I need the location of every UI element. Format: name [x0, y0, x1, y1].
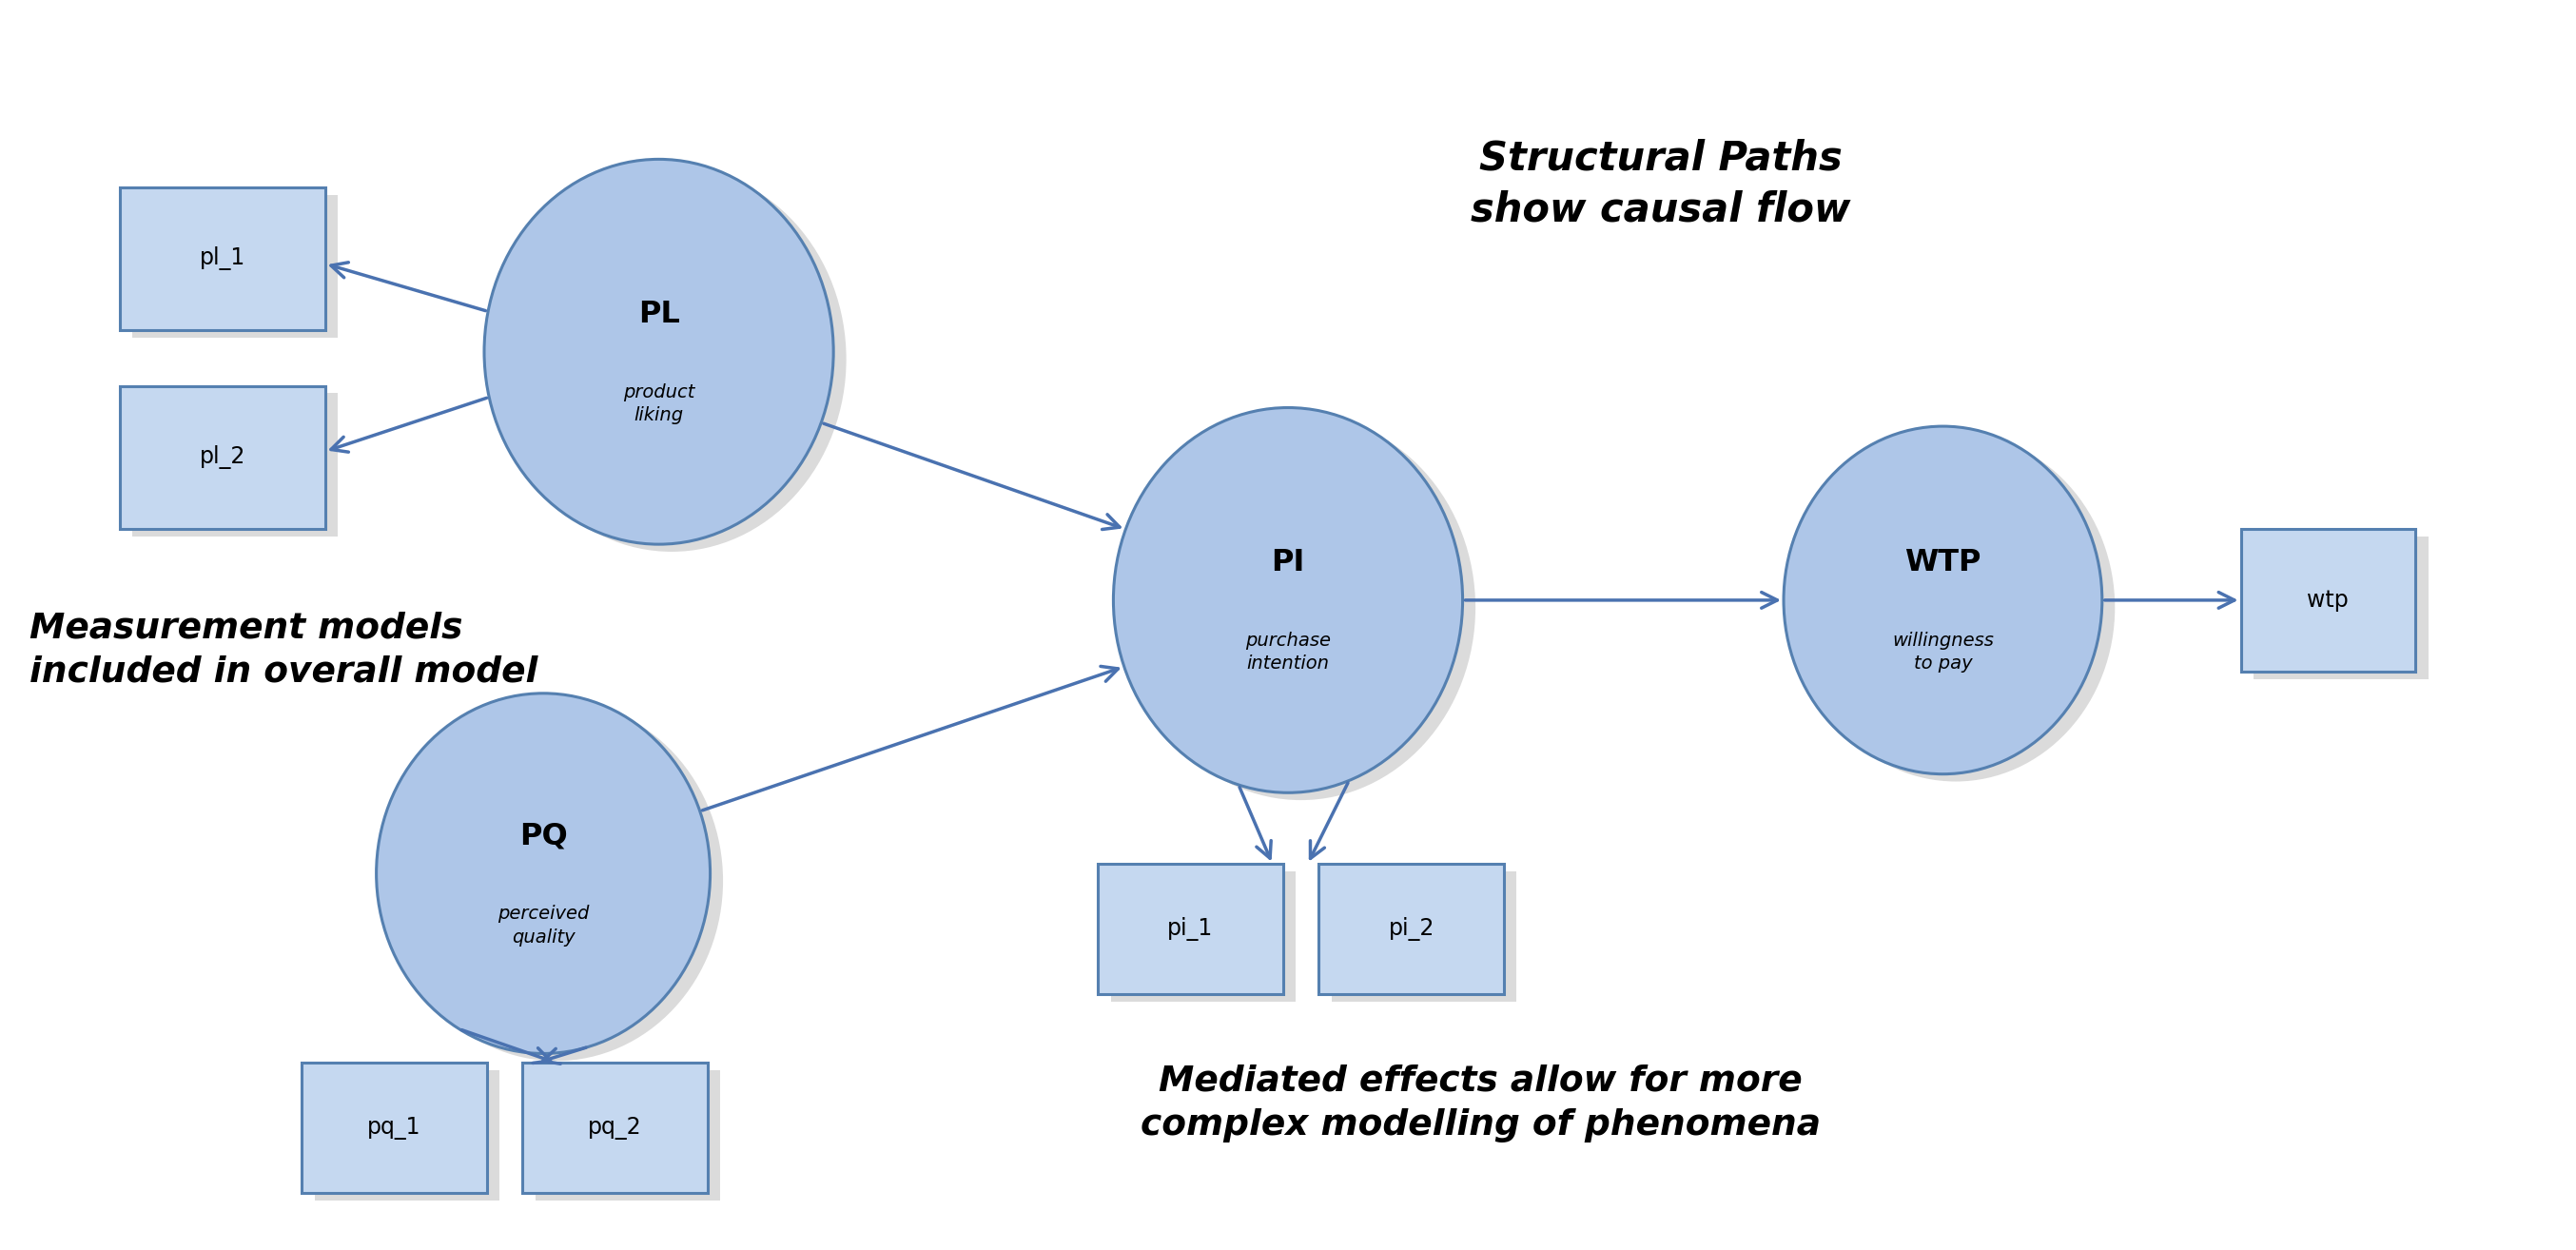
FancyBboxPatch shape	[131, 195, 337, 338]
Text: Measurement models
included in overall model: Measurement models included in overall m…	[31, 611, 538, 689]
Text: PI: PI	[1270, 549, 1306, 578]
Ellipse shape	[484, 159, 835, 544]
FancyBboxPatch shape	[1319, 864, 1504, 995]
Text: pl_1: pl_1	[198, 246, 245, 270]
Ellipse shape	[1126, 415, 1476, 800]
Ellipse shape	[497, 166, 848, 551]
Text: pl_2: pl_2	[198, 445, 245, 469]
Text: Structural Paths
show causal flow: Structural Paths show causal flow	[1471, 139, 1850, 230]
Text: pi_2: pi_2	[1388, 918, 1435, 941]
FancyBboxPatch shape	[118, 188, 325, 330]
Text: product
liking: product liking	[623, 384, 696, 425]
Text: pi_1: pi_1	[1167, 918, 1213, 941]
Ellipse shape	[1795, 434, 2115, 781]
Text: Mediated effects allow for more
complex modelling of phenomena: Mediated effects allow for more complex …	[1141, 1064, 1821, 1142]
Text: perceived
quality: perceived quality	[497, 905, 590, 946]
FancyBboxPatch shape	[314, 1070, 500, 1201]
Text: willingness
to pay: willingness to pay	[1891, 631, 1994, 673]
Ellipse shape	[389, 701, 724, 1061]
FancyBboxPatch shape	[523, 1062, 708, 1194]
FancyBboxPatch shape	[301, 1062, 487, 1194]
Text: PQ: PQ	[520, 821, 567, 851]
FancyBboxPatch shape	[1332, 871, 1517, 1002]
FancyBboxPatch shape	[118, 386, 325, 529]
Ellipse shape	[1113, 408, 1463, 792]
FancyBboxPatch shape	[2254, 536, 2429, 679]
Text: PL: PL	[639, 300, 680, 329]
Text: WTP: WTP	[1904, 549, 1981, 578]
Ellipse shape	[1783, 426, 2102, 774]
FancyBboxPatch shape	[536, 1070, 721, 1201]
Ellipse shape	[376, 694, 711, 1054]
Text: wtp: wtp	[2308, 589, 2349, 611]
Text: pq_1: pq_1	[368, 1116, 422, 1140]
FancyBboxPatch shape	[1110, 871, 1296, 1002]
FancyBboxPatch shape	[2241, 529, 2416, 671]
Text: purchase
intention: purchase intention	[1244, 631, 1332, 673]
FancyBboxPatch shape	[1097, 864, 1283, 995]
FancyBboxPatch shape	[131, 394, 337, 536]
Text: pq_2: pq_2	[587, 1116, 641, 1140]
